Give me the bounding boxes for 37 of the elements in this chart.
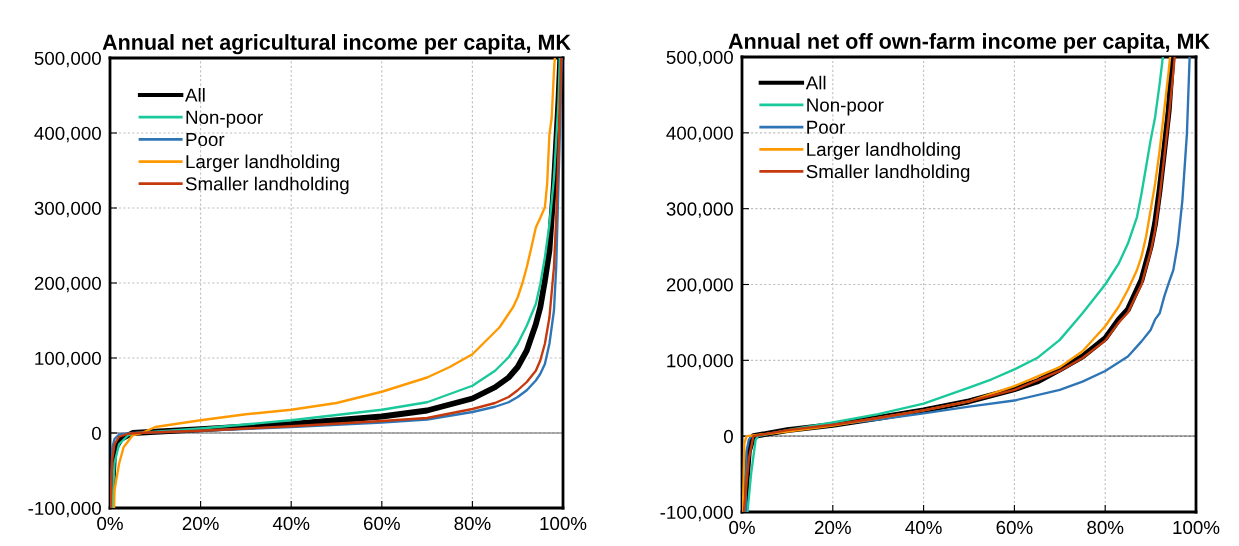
x-tick-label: 20% bbox=[814, 520, 851, 535]
y-tick-label: 200,000 bbox=[34, 276, 101, 293]
chart-title: Annual net agricultural income per capita, MK bbox=[102, 34, 571, 55]
y-tick-label: 0 bbox=[723, 429, 733, 444]
y-tick-label: 100,000 bbox=[667, 354, 733, 370]
legend-label: All bbox=[185, 88, 205, 102]
x-tick-label: 80% bbox=[454, 516, 491, 531]
legend-label: Smaller landholding bbox=[185, 176, 349, 195]
y-tick-label: 500,000 bbox=[666, 50, 733, 67]
x-tick-label: 0% bbox=[97, 516, 123, 531]
y-tick-label: -100,000 bbox=[28, 501, 101, 518]
x-tick-label: 60% bbox=[996, 520, 1033, 535]
x-tick-label: 80% bbox=[1087, 520, 1124, 535]
legend-label: Poor bbox=[807, 120, 846, 134]
y-tick-label: -100,000 bbox=[660, 505, 733, 522]
y-tick-label: 300,000 bbox=[34, 201, 101, 218]
x-tick-label: 100% bbox=[1173, 520, 1220, 535]
y-tick-label: 0 bbox=[91, 426, 101, 440]
legend-label: Non-poor bbox=[186, 110, 263, 128]
x-tick-label: 100% bbox=[540, 516, 587, 531]
legend-label: Non-poor bbox=[807, 98, 884, 116]
legend-label: Larger landholding bbox=[807, 142, 960, 160]
x-tick-label: 60% bbox=[363, 516, 400, 531]
legend-label: Smaller landholding bbox=[806, 164, 970, 182]
y-tick-label: 400,000 bbox=[666, 126, 733, 143]
legend-label: Larger landholding bbox=[186, 154, 340, 172]
legend-label: All bbox=[805, 75, 826, 90]
legend-label: Poor bbox=[186, 133, 225, 147]
y-tick-label: 300,000 bbox=[666, 202, 733, 218]
y-tick-label: 200,000 bbox=[666, 278, 733, 294]
x-tick-label: 20% bbox=[182, 516, 219, 531]
x-tick-label: 40% bbox=[905, 520, 942, 535]
x-tick-label: 0% bbox=[729, 520, 755, 535]
y-tick-label: 100,000 bbox=[35, 351, 101, 368]
y-tick-label: 400,000 bbox=[34, 126, 101, 143]
x-tick-label: 40% bbox=[272, 516, 310, 531]
y-tick-label: 500,000 bbox=[34, 51, 101, 68]
